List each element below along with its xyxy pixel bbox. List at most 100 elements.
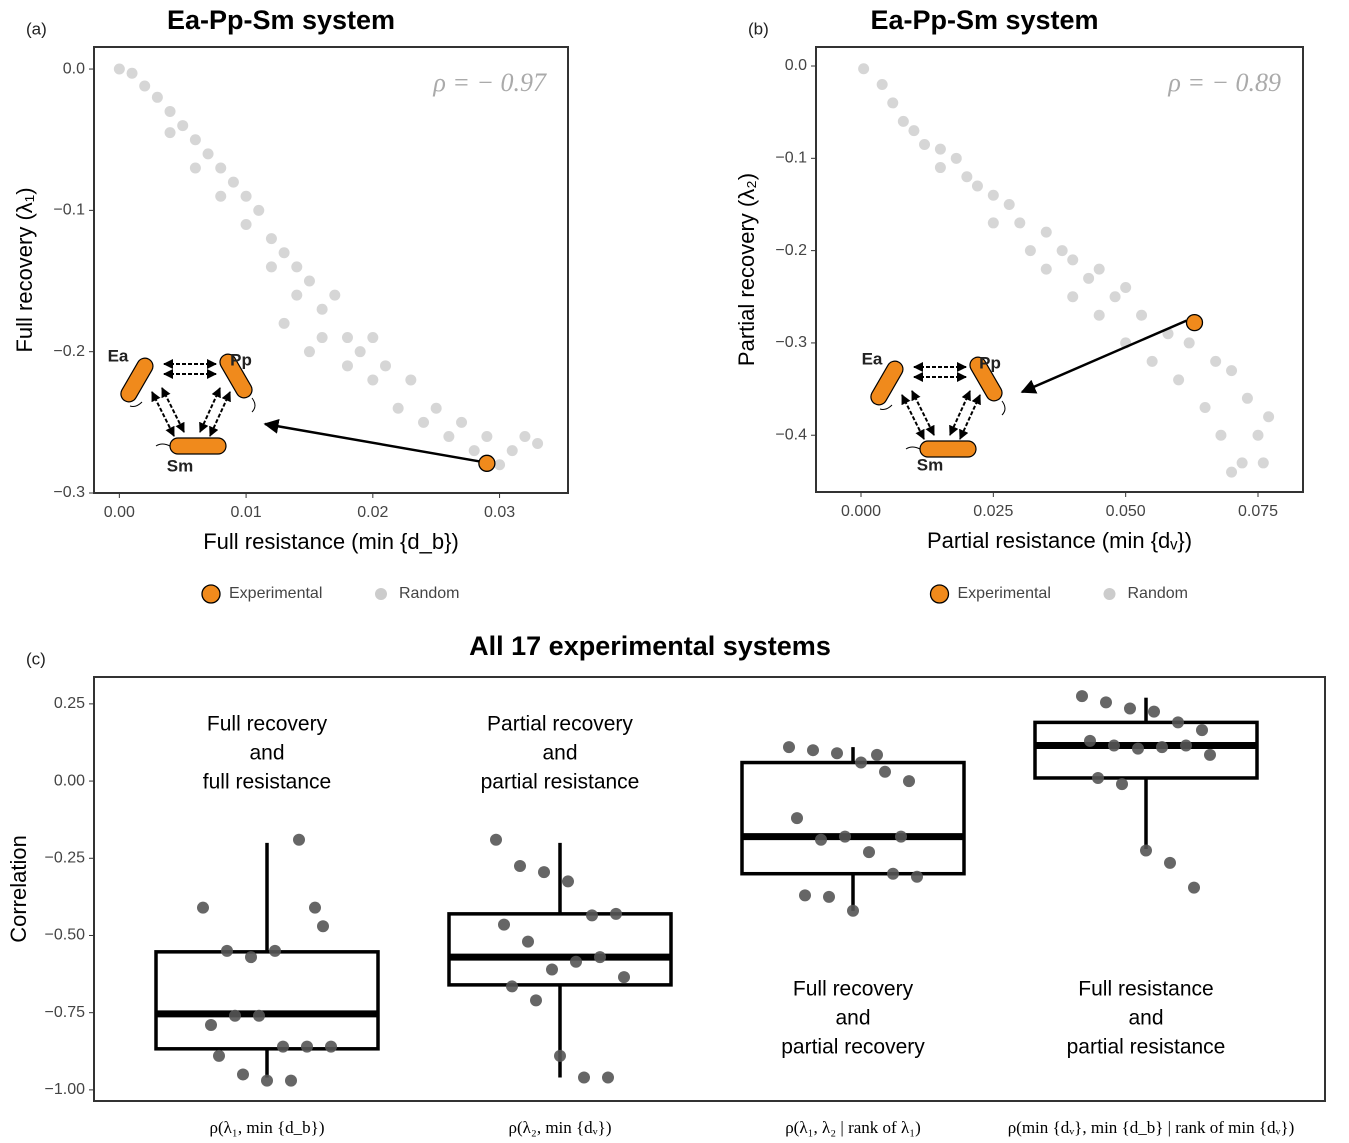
random-point: [304, 346, 315, 357]
random-point: [1173, 374, 1184, 385]
y-axis-label: Partial recovery (λ₂): [734, 173, 759, 366]
random-point: [190, 162, 201, 173]
random-point: [1147, 356, 1158, 367]
y-tick-label: −0.4: [775, 426, 807, 443]
system-point: [823, 891, 835, 903]
system-point: [522, 936, 534, 948]
random-point: [279, 247, 290, 258]
random-point: [1025, 245, 1036, 256]
system-point: [229, 1010, 241, 1022]
box: [449, 914, 671, 985]
system-point: [1188, 882, 1200, 894]
system-point: [618, 971, 630, 983]
random-point: [443, 431, 454, 442]
y-tick-label: −1.00: [45, 1081, 86, 1098]
random-point: [1226, 467, 1237, 478]
box: [1035, 722, 1257, 778]
comparison-note: partial resistance: [481, 771, 640, 794]
system-point: [879, 766, 891, 778]
system-point: [317, 920, 329, 932]
experimental-point: [479, 455, 495, 471]
random-point: [1263, 411, 1274, 422]
random-point: [494, 459, 505, 470]
random-point: [329, 290, 340, 301]
system-point: [245, 951, 257, 963]
system-point: [221, 945, 233, 957]
system-point: [807, 744, 819, 756]
pointer-arrow: [265, 424, 479, 461]
legend-marker: [1104, 588, 1116, 600]
system-point: [498, 919, 510, 931]
legend-marker: [202, 585, 220, 603]
x-axis-label: Partial resistance (min {dᵥ}): [927, 528, 1192, 553]
legend-label: Experimental: [229, 585, 322, 602]
random-point: [127, 68, 138, 79]
random-point: [304, 276, 315, 287]
random-point: [1094, 310, 1105, 321]
random-point: [935, 162, 946, 173]
comparison-note: partial resistance: [1067, 1036, 1226, 1059]
random-point: [919, 139, 930, 150]
comparison-note: Full recovery: [793, 978, 914, 1001]
system-point: [1148, 706, 1160, 718]
experimental-point: [1186, 315, 1202, 331]
x-tick-label: 0.01: [231, 504, 262, 521]
box: [742, 763, 964, 874]
system-point: [791, 812, 803, 824]
random-point: [393, 403, 404, 414]
random-point: [152, 92, 163, 103]
system-point: [1196, 724, 1208, 736]
legend-label: Experimental: [958, 585, 1051, 602]
x-tick-label: 0.050: [1106, 503, 1146, 520]
chart-title: Ea-Pp-Sm system: [167, 5, 395, 35]
random-point: [367, 332, 378, 343]
random-point: [972, 181, 983, 192]
random-point: [266, 233, 277, 244]
comparison-note: partial recovery: [781, 1036, 925, 1059]
random-point: [114, 64, 125, 75]
comparison-note: and: [1128, 1007, 1163, 1030]
random-point: [908, 125, 919, 136]
random-point: [1120, 282, 1131, 293]
panel-label: (c): [26, 649, 46, 668]
system-point: [554, 1050, 566, 1062]
system-point: [911, 871, 923, 883]
random-point: [380, 360, 391, 371]
system-point: [237, 1068, 249, 1080]
system-point: [1180, 740, 1192, 752]
random-point: [532, 438, 543, 449]
system-point: [562, 875, 574, 887]
x-tick-label: 0.025: [973, 503, 1013, 520]
random-point: [1014, 217, 1025, 228]
y-tick-label: −0.1: [53, 202, 85, 219]
random-point: [1210, 356, 1221, 367]
system-point: [301, 1041, 313, 1053]
system-point: [538, 866, 550, 878]
box: [156, 952, 378, 1049]
system-point: [197, 902, 209, 914]
system-point: [1076, 690, 1088, 702]
system-point: [855, 757, 867, 769]
random-point: [279, 318, 290, 329]
y-tick-label: −0.3: [775, 334, 807, 351]
system-point: [799, 889, 811, 901]
system-point: [839, 831, 851, 843]
y-tick-label: −0.50: [45, 927, 86, 944]
random-point: [203, 148, 214, 159]
random-point: [469, 445, 480, 456]
figure: (a)Ea-Pp-Sm system0.000.010.020.030.0−0.…: [0, 0, 1349, 1143]
random-point: [877, 79, 888, 90]
random-point: [431, 403, 442, 414]
x-tick-label: 0.03: [484, 504, 515, 521]
legend-marker: [931, 585, 949, 603]
species-label: Sm: [917, 455, 943, 474]
system-point: [293, 834, 305, 846]
system-point: [602, 1072, 614, 1084]
random-point: [1237, 457, 1248, 468]
system-point: [277, 1041, 289, 1053]
system-point: [490, 834, 502, 846]
random-point: [405, 374, 416, 385]
random-point: [228, 177, 239, 188]
system-point: [570, 956, 582, 968]
system-point: [1116, 778, 1128, 790]
